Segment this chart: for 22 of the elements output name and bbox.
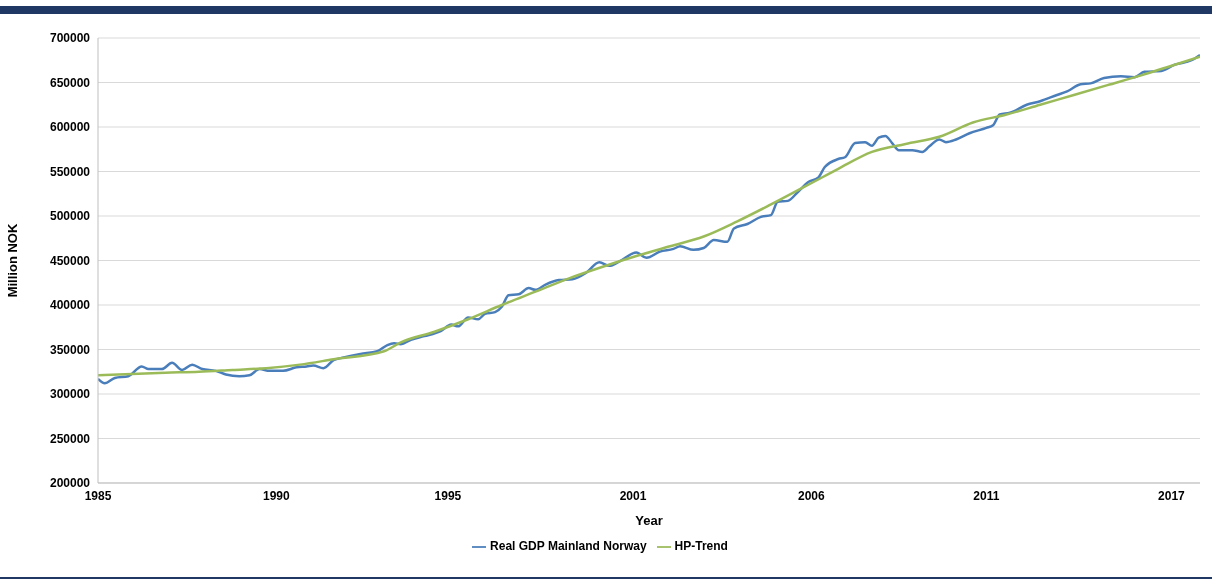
y-tick-label: 350000 [49, 342, 91, 357]
y-tick-label: 550000 [49, 164, 91, 179]
y-tick-label: 650000 [49, 75, 91, 90]
y-tick-label: 300000 [49, 387, 91, 402]
x-tick-label: 1995 [434, 488, 462, 503]
y-tick-label: 450000 [49, 253, 91, 268]
x-tick-label: 2017 [1158, 488, 1186, 503]
x-tick-label: 2011 [973, 488, 1000, 503]
legend-label: Real GDP Mainland Norway [490, 539, 647, 553]
y-tick-label: 600000 [49, 120, 91, 135]
y-tick-label: 700000 [49, 31, 91, 46]
y-tick-label: 250000 [49, 431, 91, 446]
legend-label: HP-Trend [674, 539, 728, 553]
y-tick-label: 400000 [49, 298, 91, 313]
y-tick-label: 500000 [49, 209, 91, 224]
x-tick-label: 1985 [84, 488, 112, 503]
x-tick-label: 2001 [619, 488, 647, 503]
x-tick-label: 1990 [262, 488, 291, 503]
x-axis-title: Year [635, 513, 663, 528]
x-tick-label: 2006 [798, 488, 826, 503]
y-axis-title: Million NOK [4, 223, 20, 298]
y-tick-label: 200000 [49, 476, 91, 491]
